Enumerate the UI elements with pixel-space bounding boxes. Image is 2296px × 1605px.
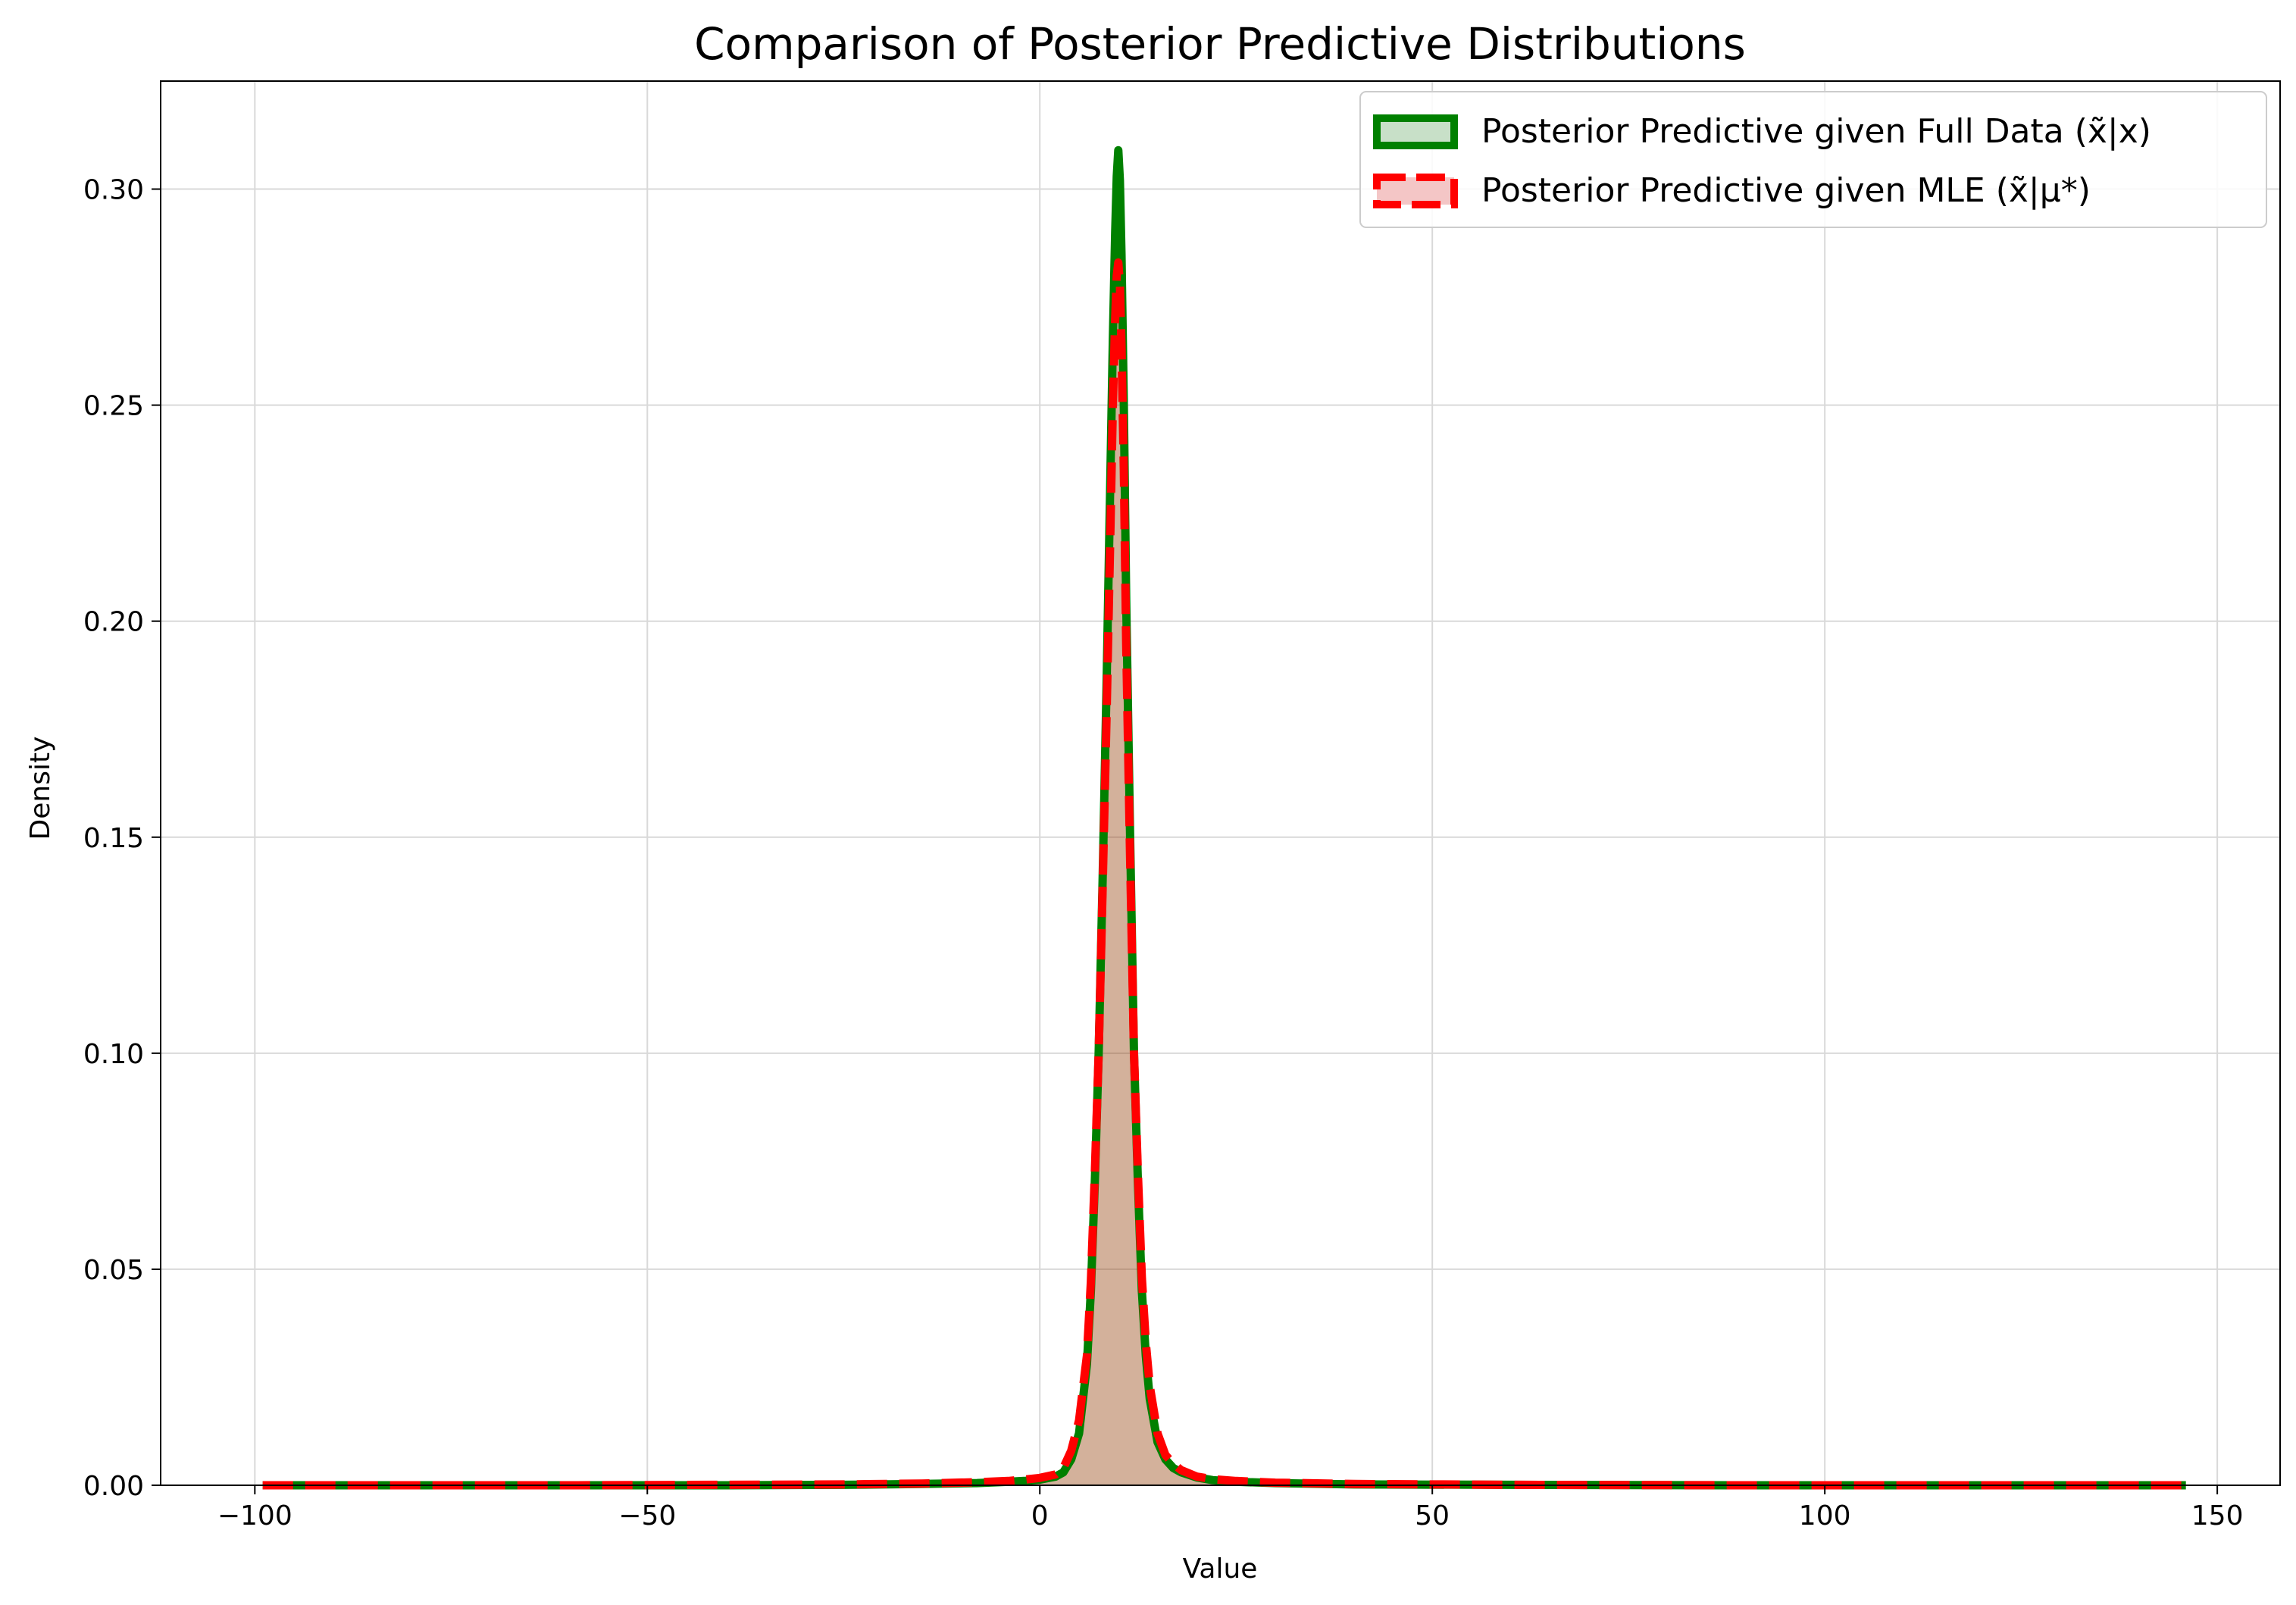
y-tick-label: 0.20 <box>83 607 144 638</box>
legend-swatch-full-data <box>1373 114 1458 149</box>
x-tick-label: 50 <box>1415 1500 1450 1531</box>
x-tick-label: −50 <box>618 1500 676 1531</box>
x-tick-label: 0 <box>1031 1500 1049 1531</box>
plot-frame <box>160 80 2281 1486</box>
x-axis-label: Value <box>1183 1553 1258 1585</box>
grid <box>161 81 2280 1486</box>
y-tick-label: 0.25 <box>83 391 144 422</box>
legend-box <box>1359 91 2267 228</box>
y-axis-ticks: 0.00 0.05 0.10 0.15 0.20 0.25 0.30 <box>83 175 161 1502</box>
series-line-mle <box>262 258 2186 1490</box>
x-tick-label: −100 <box>217 1500 292 1531</box>
x-tick-label: 150 <box>2191 1500 2244 1531</box>
legend-label-mle: Posterior Predictive given MLE (x̃|μ*) <box>1481 171 2091 210</box>
y-tick-label: 0.00 <box>83 1471 144 1502</box>
y-tick-label: 0.05 <box>83 1255 144 1286</box>
x-axis-ticks: −100 −50 0 50 100 150 <box>217 1485 2244 1531</box>
chart-title: Comparison of Posterior Predictive Distr… <box>694 18 1746 70</box>
legend-swatch-mle <box>1373 174 1458 208</box>
legend-label-full-data: Posterior Predictive given Full Data (x̃… <box>1481 112 2151 151</box>
density-lines <box>262 145 2186 1490</box>
y-tick-label: 0.15 <box>83 823 144 854</box>
legend: Posterior Predictive given Full Data (x̃… <box>1359 91 2267 228</box>
y-tick-label: 0.30 <box>83 175 144 206</box>
y-axis-label: Density <box>25 737 56 840</box>
y-tick-label: 0.10 <box>83 1039 144 1070</box>
x-tick-label: 100 <box>1799 1500 1851 1531</box>
